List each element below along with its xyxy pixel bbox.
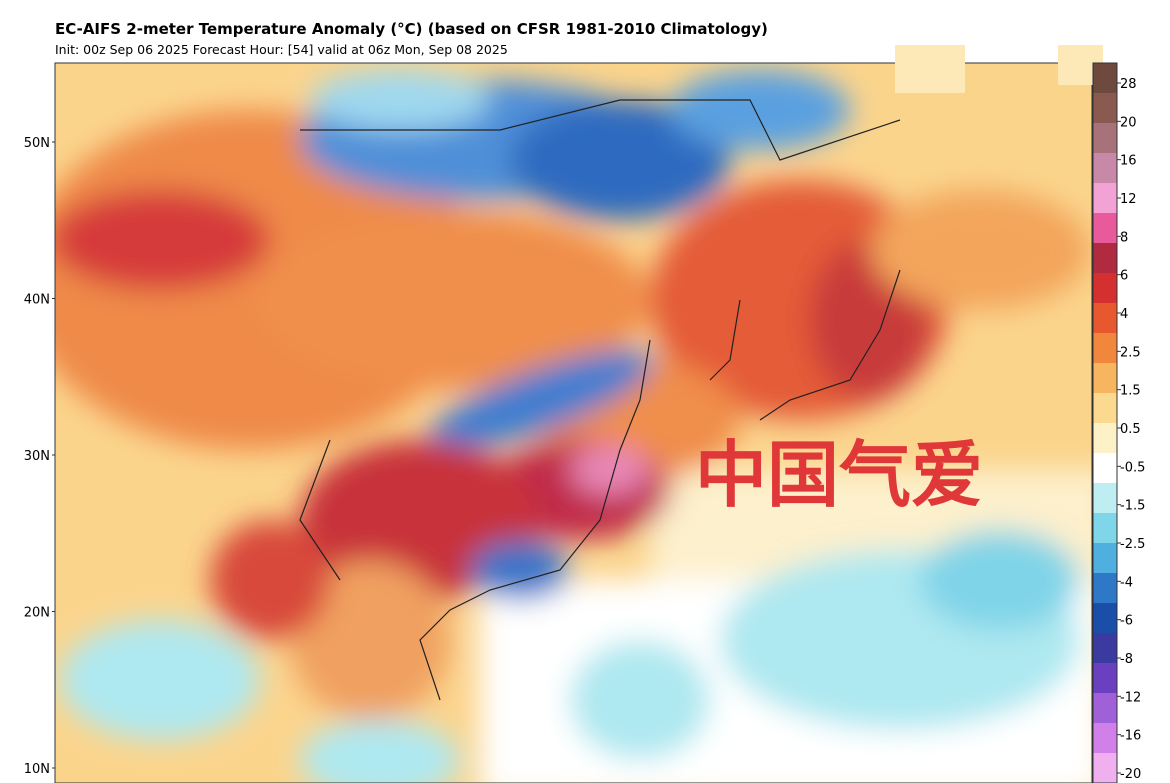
colorbar-label: 12 [1120, 192, 1137, 207]
colorbar-label: -12 [1120, 690, 1141, 705]
colorbar-segment [1093, 753, 1117, 783]
lat-label: 50N [24, 136, 50, 151]
colorbar-label: 8 [1120, 230, 1128, 245]
colorbar-segment [1093, 483, 1117, 514]
lat-label: 20N [24, 606, 50, 621]
colorbar-label: 6 [1120, 269, 1128, 284]
colorbar-label: -20 [1120, 767, 1141, 782]
colorbar-segment [1093, 603, 1117, 634]
colorbar-segment [1093, 663, 1117, 694]
colorbar-segment [1093, 333, 1117, 364]
colorbar-segment [1093, 303, 1117, 334]
colorbar-segment [1093, 63, 1117, 94]
colorbar-segment [1093, 93, 1117, 124]
colorbar-segment [1093, 213, 1117, 244]
lat-label: 30N [24, 449, 50, 464]
subtitle: Init: 00z Sep 06 2025 Forecast Hour: [54… [55, 42, 508, 57]
colorbar-segment [1093, 123, 1117, 154]
map [55, 63, 1092, 783]
colorbar-frame [1092, 62, 1118, 783]
colorbar-label: 20 [1120, 115, 1137, 130]
colorbar-segment [1093, 153, 1117, 184]
colorbar-segment [1093, 513, 1117, 544]
lat-label: 40N [24, 293, 50, 308]
colorbar-segment [1093, 573, 1117, 604]
colorbar-segment [1093, 543, 1117, 574]
colorbar-segment [1093, 633, 1117, 664]
colorbar-label: 28 [1120, 77, 1137, 92]
overlay-patch [895, 45, 965, 93]
colorbar-label: -4 [1120, 575, 1133, 590]
colorbar-label: -0.5 [1120, 460, 1145, 475]
title: EC-AIFS 2-meter Temperature Anomaly (°C)… [55, 20, 768, 38]
colorbar-segment [1093, 393, 1117, 424]
colorbar-label: -8 [1120, 652, 1133, 667]
colorbar-segment [1093, 723, 1117, 754]
colorbar-label: -2.5 [1120, 537, 1145, 552]
colorbar-label: 16 [1120, 154, 1137, 169]
colorbar-label: -1.5 [1120, 499, 1145, 514]
colorbar-label: 0.5 [1120, 422, 1141, 437]
map-frame [54, 62, 1093, 783]
colorbar-segment [1093, 453, 1117, 484]
colorbar-segment [1093, 423, 1117, 454]
colorbar-segment [1093, 243, 1117, 274]
colorbar-label: -16 [1120, 729, 1141, 744]
colorbar-segment [1093, 183, 1117, 214]
colorbar-label: -6 [1120, 614, 1133, 629]
colorbar-segment [1093, 273, 1117, 304]
watermark: 中国气爱 [695, 433, 983, 517]
colorbar-label: 4 [1120, 307, 1128, 322]
colorbar-label: 2.5 [1120, 345, 1141, 360]
colorbar-segment [1093, 363, 1117, 394]
lat-label: 10N [24, 762, 50, 777]
colorbar-label: 1.5 [1120, 384, 1141, 399]
colorbar-segment [1093, 693, 1117, 724]
